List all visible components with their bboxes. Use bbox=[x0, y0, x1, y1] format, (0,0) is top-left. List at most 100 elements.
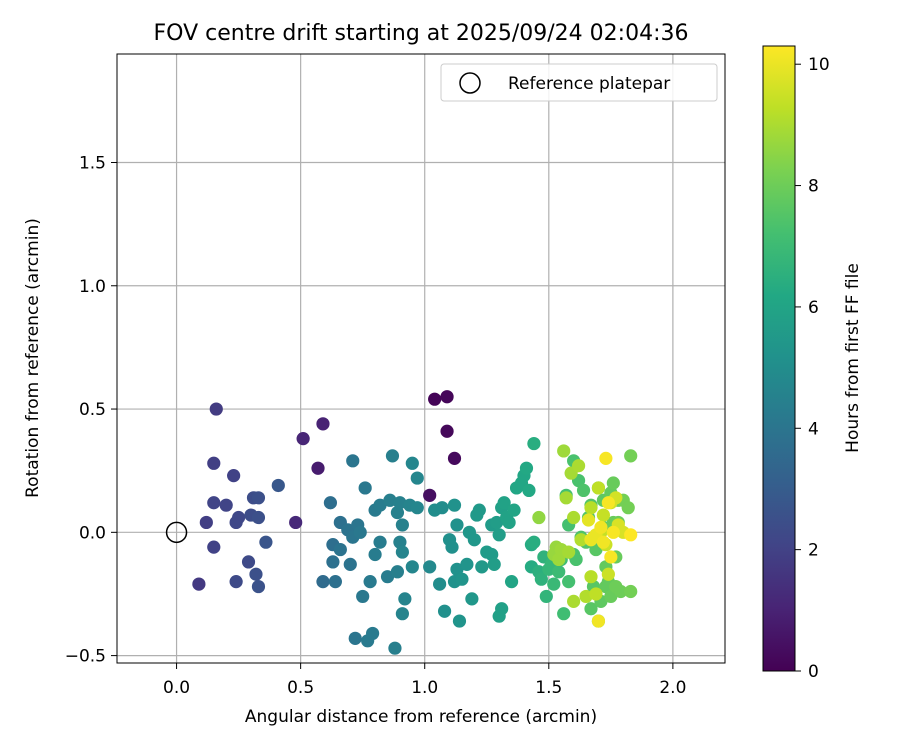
colorbar-tick-label: 0 bbox=[808, 662, 819, 682]
scatter-point bbox=[311, 461, 325, 475]
scatter-point bbox=[534, 572, 548, 586]
scatter-point bbox=[485, 547, 499, 562]
scatter-point bbox=[591, 481, 606, 495]
scatter-point bbox=[527, 436, 541, 451]
legend: Reference platepar bbox=[440, 63, 718, 102]
scatter-point bbox=[604, 589, 618, 604]
scatter-point bbox=[271, 478, 285, 493]
scatter-point bbox=[452, 614, 467, 628]
scatter-point bbox=[390, 505, 405, 520]
scatter-point bbox=[356, 589, 370, 604]
scatter-point bbox=[395, 545, 409, 559]
scatter-point bbox=[393, 496, 407, 510]
scatter-point bbox=[410, 501, 424, 515]
scatter-point bbox=[395, 607, 409, 621]
scatter-point bbox=[497, 496, 511, 510]
scatter-point bbox=[373, 498, 387, 512]
x-tick-label: 2.0 bbox=[659, 678, 686, 698]
scatter-point bbox=[492, 528, 506, 542]
plot-frame bbox=[116, 53, 726, 664]
colorbar-tick-label: 2 bbox=[808, 541, 819, 561]
scatter-point bbox=[405, 560, 419, 574]
scatter-point bbox=[316, 575, 330, 589]
scatter-point bbox=[601, 496, 615, 510]
y-tick-label: 0.5 bbox=[79, 400, 106, 420]
y-axis-label: Rotation from reference (arcmin) bbox=[23, 218, 43, 498]
scatter-point bbox=[207, 540, 221, 554]
scatter-point bbox=[596, 508, 611, 522]
scatter-point bbox=[584, 501, 598, 515]
scatter-point bbox=[251, 491, 266, 505]
scatter-point bbox=[346, 454, 360, 468]
scatter-point bbox=[398, 592, 412, 606]
y-tick-label: −0.5 bbox=[65, 647, 106, 667]
scatter-point bbox=[289, 515, 303, 530]
colorbar-gradient bbox=[762, 45, 796, 672]
scatter-point bbox=[450, 562, 464, 576]
scatter-point bbox=[606, 525, 620, 539]
scatter-point bbox=[393, 535, 407, 549]
scatter-point bbox=[584, 570, 598, 584]
scatter-point bbox=[601, 567, 615, 581]
scatter-point bbox=[333, 542, 347, 557]
legend-box bbox=[440, 63, 718, 102]
scatter-point bbox=[383, 493, 397, 507]
scatter-point bbox=[621, 501, 635, 515]
scatter-point bbox=[423, 488, 437, 502]
colorbar-label: Hours from first FF file bbox=[843, 263, 863, 453]
scatter-point bbox=[249, 567, 263, 581]
scatter-point bbox=[576, 483, 591, 498]
scatter-point bbox=[507, 503, 521, 517]
scatter-point bbox=[559, 491, 573, 505]
scatter-point bbox=[395, 518, 409, 532]
scatter-point bbox=[390, 565, 405, 579]
y-tick-label: 1.0 bbox=[79, 277, 106, 297]
scatter-point bbox=[504, 575, 519, 589]
scatter-point bbox=[532, 510, 546, 525]
scatter-point bbox=[624, 528, 638, 542]
scatter-point bbox=[251, 579, 266, 594]
colorbar-tick-label: 8 bbox=[808, 177, 819, 197]
scatter-point bbox=[624, 449, 638, 463]
x-tick-label: 1.0 bbox=[411, 678, 438, 698]
colorbar-tick-label: 10 bbox=[808, 55, 830, 75]
scatter-point bbox=[227, 469, 241, 483]
scatter-point bbox=[467, 533, 481, 547]
scatter-point bbox=[368, 547, 382, 562]
scatter-point bbox=[366, 626, 380, 641]
scatter-point bbox=[571, 459, 586, 473]
scatter-point bbox=[584, 602, 598, 616]
scatter-point bbox=[207, 496, 221, 510]
scatter-point bbox=[547, 577, 561, 591]
scatter-point bbox=[567, 510, 581, 525]
scatter-point bbox=[539, 589, 553, 604]
scatter-point bbox=[455, 572, 469, 586]
scatter-point bbox=[490, 515, 504, 530]
scatter-points bbox=[192, 390, 638, 655]
x-tick-label: 0.0 bbox=[163, 678, 190, 698]
scatter-point bbox=[259, 535, 273, 549]
scatter-point bbox=[502, 515, 516, 530]
scatter-point bbox=[562, 575, 576, 589]
scatter-point bbox=[527, 535, 541, 549]
y-tick-label: 0.0 bbox=[79, 523, 106, 543]
scatter-point bbox=[567, 594, 581, 608]
scatter-point bbox=[385, 449, 400, 463]
scatter-point bbox=[447, 451, 462, 465]
scatter-point bbox=[472, 503, 486, 517]
scatter-point bbox=[460, 557, 474, 571]
colorbar-tick-label: 4 bbox=[808, 419, 819, 439]
colorbar-tick-label: 6 bbox=[808, 298, 819, 318]
scatter-point bbox=[410, 471, 424, 485]
scatter-point bbox=[219, 498, 233, 512]
scatter-point bbox=[594, 520, 608, 534]
x-axis-ticks: 0.0 0.5 1.0 1.5 2.0 bbox=[163, 663, 686, 698]
y-tick-label: 1.5 bbox=[79, 153, 106, 173]
scatter-point bbox=[229, 575, 243, 589]
scatter-point bbox=[328, 575, 342, 589]
scatter-point bbox=[388, 641, 402, 655]
reference-platepar-marker bbox=[165, 521, 188, 544]
colorbar-ticks: 0 2 4 6 8 10 bbox=[795, 55, 830, 682]
scatter-point bbox=[251, 510, 266, 525]
